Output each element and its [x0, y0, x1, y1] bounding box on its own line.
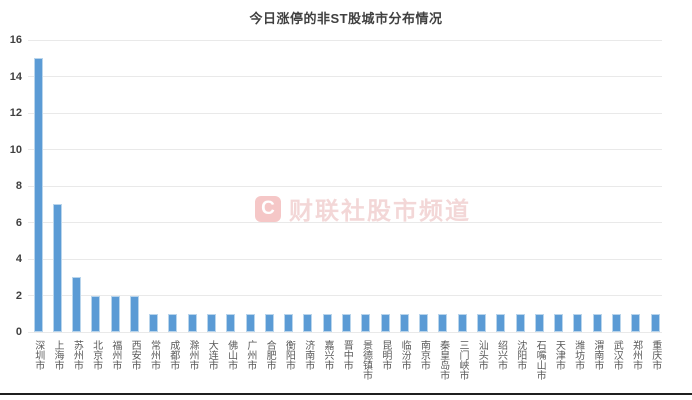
x-tick-label: 福州市	[109, 340, 121, 370]
x-tick-label: 广州市	[244, 340, 256, 370]
bar-广州市	[245, 313, 255, 332]
x-tick-label: 天津市	[553, 340, 565, 370]
bar-北京市	[91, 295, 101, 332]
gridline-y-14	[28, 76, 662, 77]
x-tick-label: 济南市	[302, 340, 314, 370]
x-tick-label: 成都市	[167, 340, 179, 370]
watermark-text: 财联社股市频道	[289, 198, 471, 225]
y-tick-label: 6	[15, 216, 22, 229]
bar-郑州市	[631, 313, 641, 332]
x-tick-label: 绍兴市	[495, 340, 507, 370]
bar-西安市	[129, 295, 139, 332]
y-tick-label: 16	[9, 34, 22, 46]
bar-苏州市	[72, 277, 82, 332]
cailianshe-logo-icon: C	[255, 195, 281, 222]
gridline-y-6	[28, 222, 662, 223]
y-tick-label: 0	[15, 326, 22, 338]
bar-秦皇岛市	[438, 313, 448, 332]
bar-武汉市	[611, 313, 621, 332]
chart-title: 今日涨停的非ST股城市分布情况	[249, 11, 443, 26]
x-tick-label: 佛山市	[225, 340, 237, 370]
x-tick-label: 深圳市	[32, 340, 44, 370]
bar-昆明市	[380, 313, 390, 332]
bar-福州市	[110, 295, 120, 332]
gridline-y-12	[28, 112, 662, 114]
bar-渭南市	[592, 313, 602, 332]
x-tick-label: 潍坊市	[572, 340, 584, 370]
x-tick-label: 滁州市	[187, 340, 198, 370]
bar-深圳市	[33, 58, 43, 332]
bar-天津市	[554, 313, 564, 332]
bar-景德镇市	[361, 313, 371, 332]
x-tick-label: 武汉市	[611, 340, 623, 370]
gridline-y-10	[28, 149, 662, 150]
y-tick-label: 8	[15, 180, 22, 192]
x-tick-label: 合肥市	[264, 340, 276, 370]
bar-滁州市	[187, 313, 197, 332]
bar-衡阳市	[284, 313, 294, 332]
watermark: C 财联社股市频道	[255, 191, 471, 226]
bar-沈阳市	[515, 313, 525, 332]
gridline-y-2	[28, 295, 662, 296]
bar-石嘴山市	[534, 313, 544, 332]
x-tick-label: 景德镇市	[360, 340, 372, 380]
x-tick-label: 苏州市	[71, 340, 83, 370]
x-tick-label: 秦皇岛市	[437, 340, 449, 380]
y-tick-label: 14	[9, 70, 22, 83]
x-tick-label: 汕头市	[476, 340, 488, 370]
x-tick-label: 临汾市	[399, 340, 411, 370]
x-tick-label: 郑州市	[630, 340, 642, 370]
bar-重庆市	[650, 313, 660, 332]
x-tick-label: 渭南市	[591, 340, 603, 370]
bar-上海市	[52, 204, 62, 332]
x-tick-label: 北京市	[90, 340, 102, 370]
bar-济南市	[303, 313, 313, 332]
bar-常州市	[149, 313, 159, 332]
bar-三门峡市	[457, 313, 467, 332]
bar-临汾市	[399, 313, 409, 332]
bar-合肥市	[264, 313, 274, 332]
bar-嘉兴市	[322, 313, 332, 332]
x-tick-label: 南京市	[418, 340, 430, 370]
x-tick-label: 沈阳市	[514, 340, 526, 370]
bar-绍兴市	[496, 313, 506, 332]
bar-潍坊市	[573, 313, 583, 332]
bar-成都市	[168, 313, 178, 332]
x-tick-label: 常州市	[148, 340, 160, 370]
bar-汕头市	[476, 313, 486, 332]
bar-佛山市	[226, 313, 236, 332]
x-tick-label: 昆明市	[379, 340, 391, 370]
gridline-y-0	[28, 331, 662, 333]
bar-大连市	[207, 313, 217, 332]
bottom-border-line	[0, 393, 692, 395]
bar-晋中市	[342, 313, 351, 332]
gridline-y-16	[28, 39, 662, 41]
y-tick-label: 2	[15, 289, 22, 302]
y-tick-label: 12	[9, 107, 22, 119]
x-tick-label: 大连市	[206, 340, 218, 370]
plot-area: C 财联社股市频道	[28, 39, 662, 333]
x-tick-label: 三门峡市	[456, 340, 468, 380]
y-tick-label: 4	[15, 253, 22, 265]
x-tick-label: 重庆市	[649, 340, 661, 370]
bar-南京市	[419, 313, 429, 332]
x-tick-label: 上海市	[52, 340, 64, 370]
gridline-y-8	[28, 185, 662, 187]
x-tick-label: 西安市	[129, 340, 141, 370]
x-tick-label: 嘉兴市	[321, 340, 333, 370]
x-tick-label: 衡阳市	[283, 340, 295, 370]
x-tick-label: 石嘴山市	[534, 340, 546, 380]
x-tick-label: 晋中市	[341, 340, 353, 370]
y-tick-label: 10	[9, 143, 22, 156]
gridline-y-4	[28, 258, 662, 260]
